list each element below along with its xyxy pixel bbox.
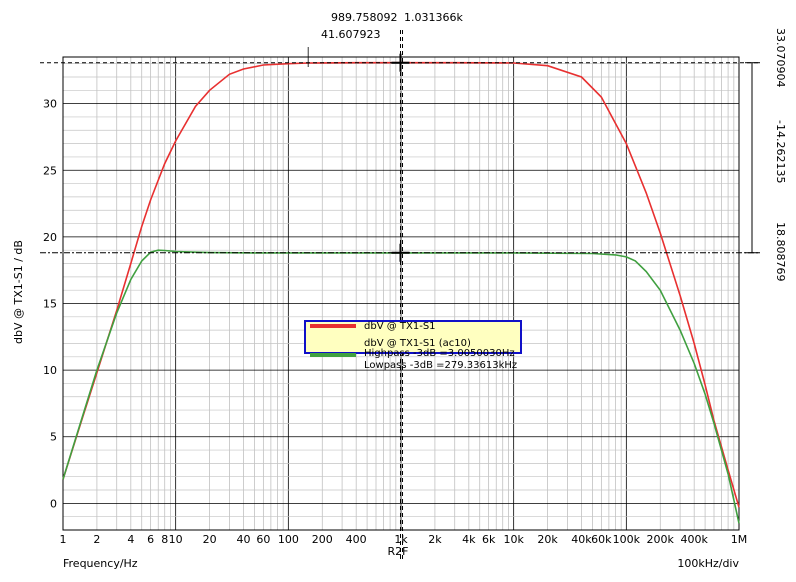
x-tick-label: 20k	[537, 533, 558, 546]
y-axis-label: dbV @ TX1-S1 / dB	[12, 240, 25, 344]
x-tick-label: 60	[256, 533, 270, 546]
y-tick-label: 30	[43, 98, 57, 111]
x-tick-label: 400	[346, 533, 367, 546]
axis-labels: 1 2 4 6 8 10 20 40 60 100 200 400 1k 2k 4k 6k 10k 20k 40k 6…	[12, 11, 787, 570]
cursor-y-low: 18.808769	[774, 222, 787, 282]
y-tick-label: 25	[43, 164, 57, 177]
cursor-y-diff: -14.262135	[774, 120, 787, 183]
legend[interactable]: dbV @ TX1-S1 dbV @ TX1-S1 (ac10)	[304, 320, 522, 357]
cursors[interactable]	[40, 30, 760, 560]
y-tick-label: 0	[50, 497, 57, 510]
x-tick-label: 200	[312, 533, 333, 546]
cursor-label: R2F	[388, 545, 409, 558]
y-tick-label: 10	[43, 364, 57, 377]
x-tick-label: 4	[127, 533, 134, 546]
x-tick-label: 2k	[428, 533, 442, 546]
x-axis-label: Frequency/Hz	[63, 557, 138, 570]
x-tick-label: 6	[147, 533, 154, 546]
x-tick-label: 20	[203, 533, 217, 546]
cursor-x-delta: 41.607923	[321, 28, 381, 41]
cursor-x-value: 989.758092	[331, 11, 397, 24]
x-tick-label: 10k	[503, 533, 524, 546]
legend-swatch-red	[310, 324, 356, 328]
x-tick-label: 200k	[647, 533, 675, 546]
x-tick-label: 1M	[731, 533, 748, 546]
y-tick-label: 15	[43, 297, 57, 310]
x-tick-label: 40k	[571, 533, 592, 546]
cursor-y-high: 33.070904	[774, 28, 787, 88]
x-tick-label: 4k	[462, 533, 476, 546]
lowpass-note: Lowpass -3dB =279.33613kHz	[364, 360, 518, 371]
x-tick-label: 1k	[394, 533, 408, 546]
x-tick-label: 100	[278, 533, 299, 546]
y-tick-label: 5	[50, 431, 57, 444]
x-tick-label: 400k	[680, 533, 708, 546]
x-tick-label: 6k	[482, 533, 496, 546]
grid	[62, 57, 739, 530]
y-tick-label: 20	[43, 231, 57, 244]
x-tick-label: 2	[93, 533, 100, 546]
highpass-note: Highpass -3dB =3.0050030Hz	[364, 348, 515, 359]
cursor-x-value-2: 1.031366k	[404, 11, 463, 24]
legend-swatch-green	[310, 353, 356, 357]
x-tick-label: 100k	[613, 533, 641, 546]
x-tick-label: 8	[161, 533, 168, 546]
legend-label-2: dbV @ TX1-S1 (ac10)	[364, 338, 471, 349]
x-tick-label: 1	[60, 533, 67, 546]
x-tick-label: 60k	[591, 533, 612, 546]
x-tick-label: 40	[236, 533, 250, 546]
div-label: 100kHz/div	[677, 557, 739, 570]
legend-label-1: dbV @ TX1-S1	[364, 321, 436, 332]
x-tick-label: 10	[169, 533, 183, 546]
